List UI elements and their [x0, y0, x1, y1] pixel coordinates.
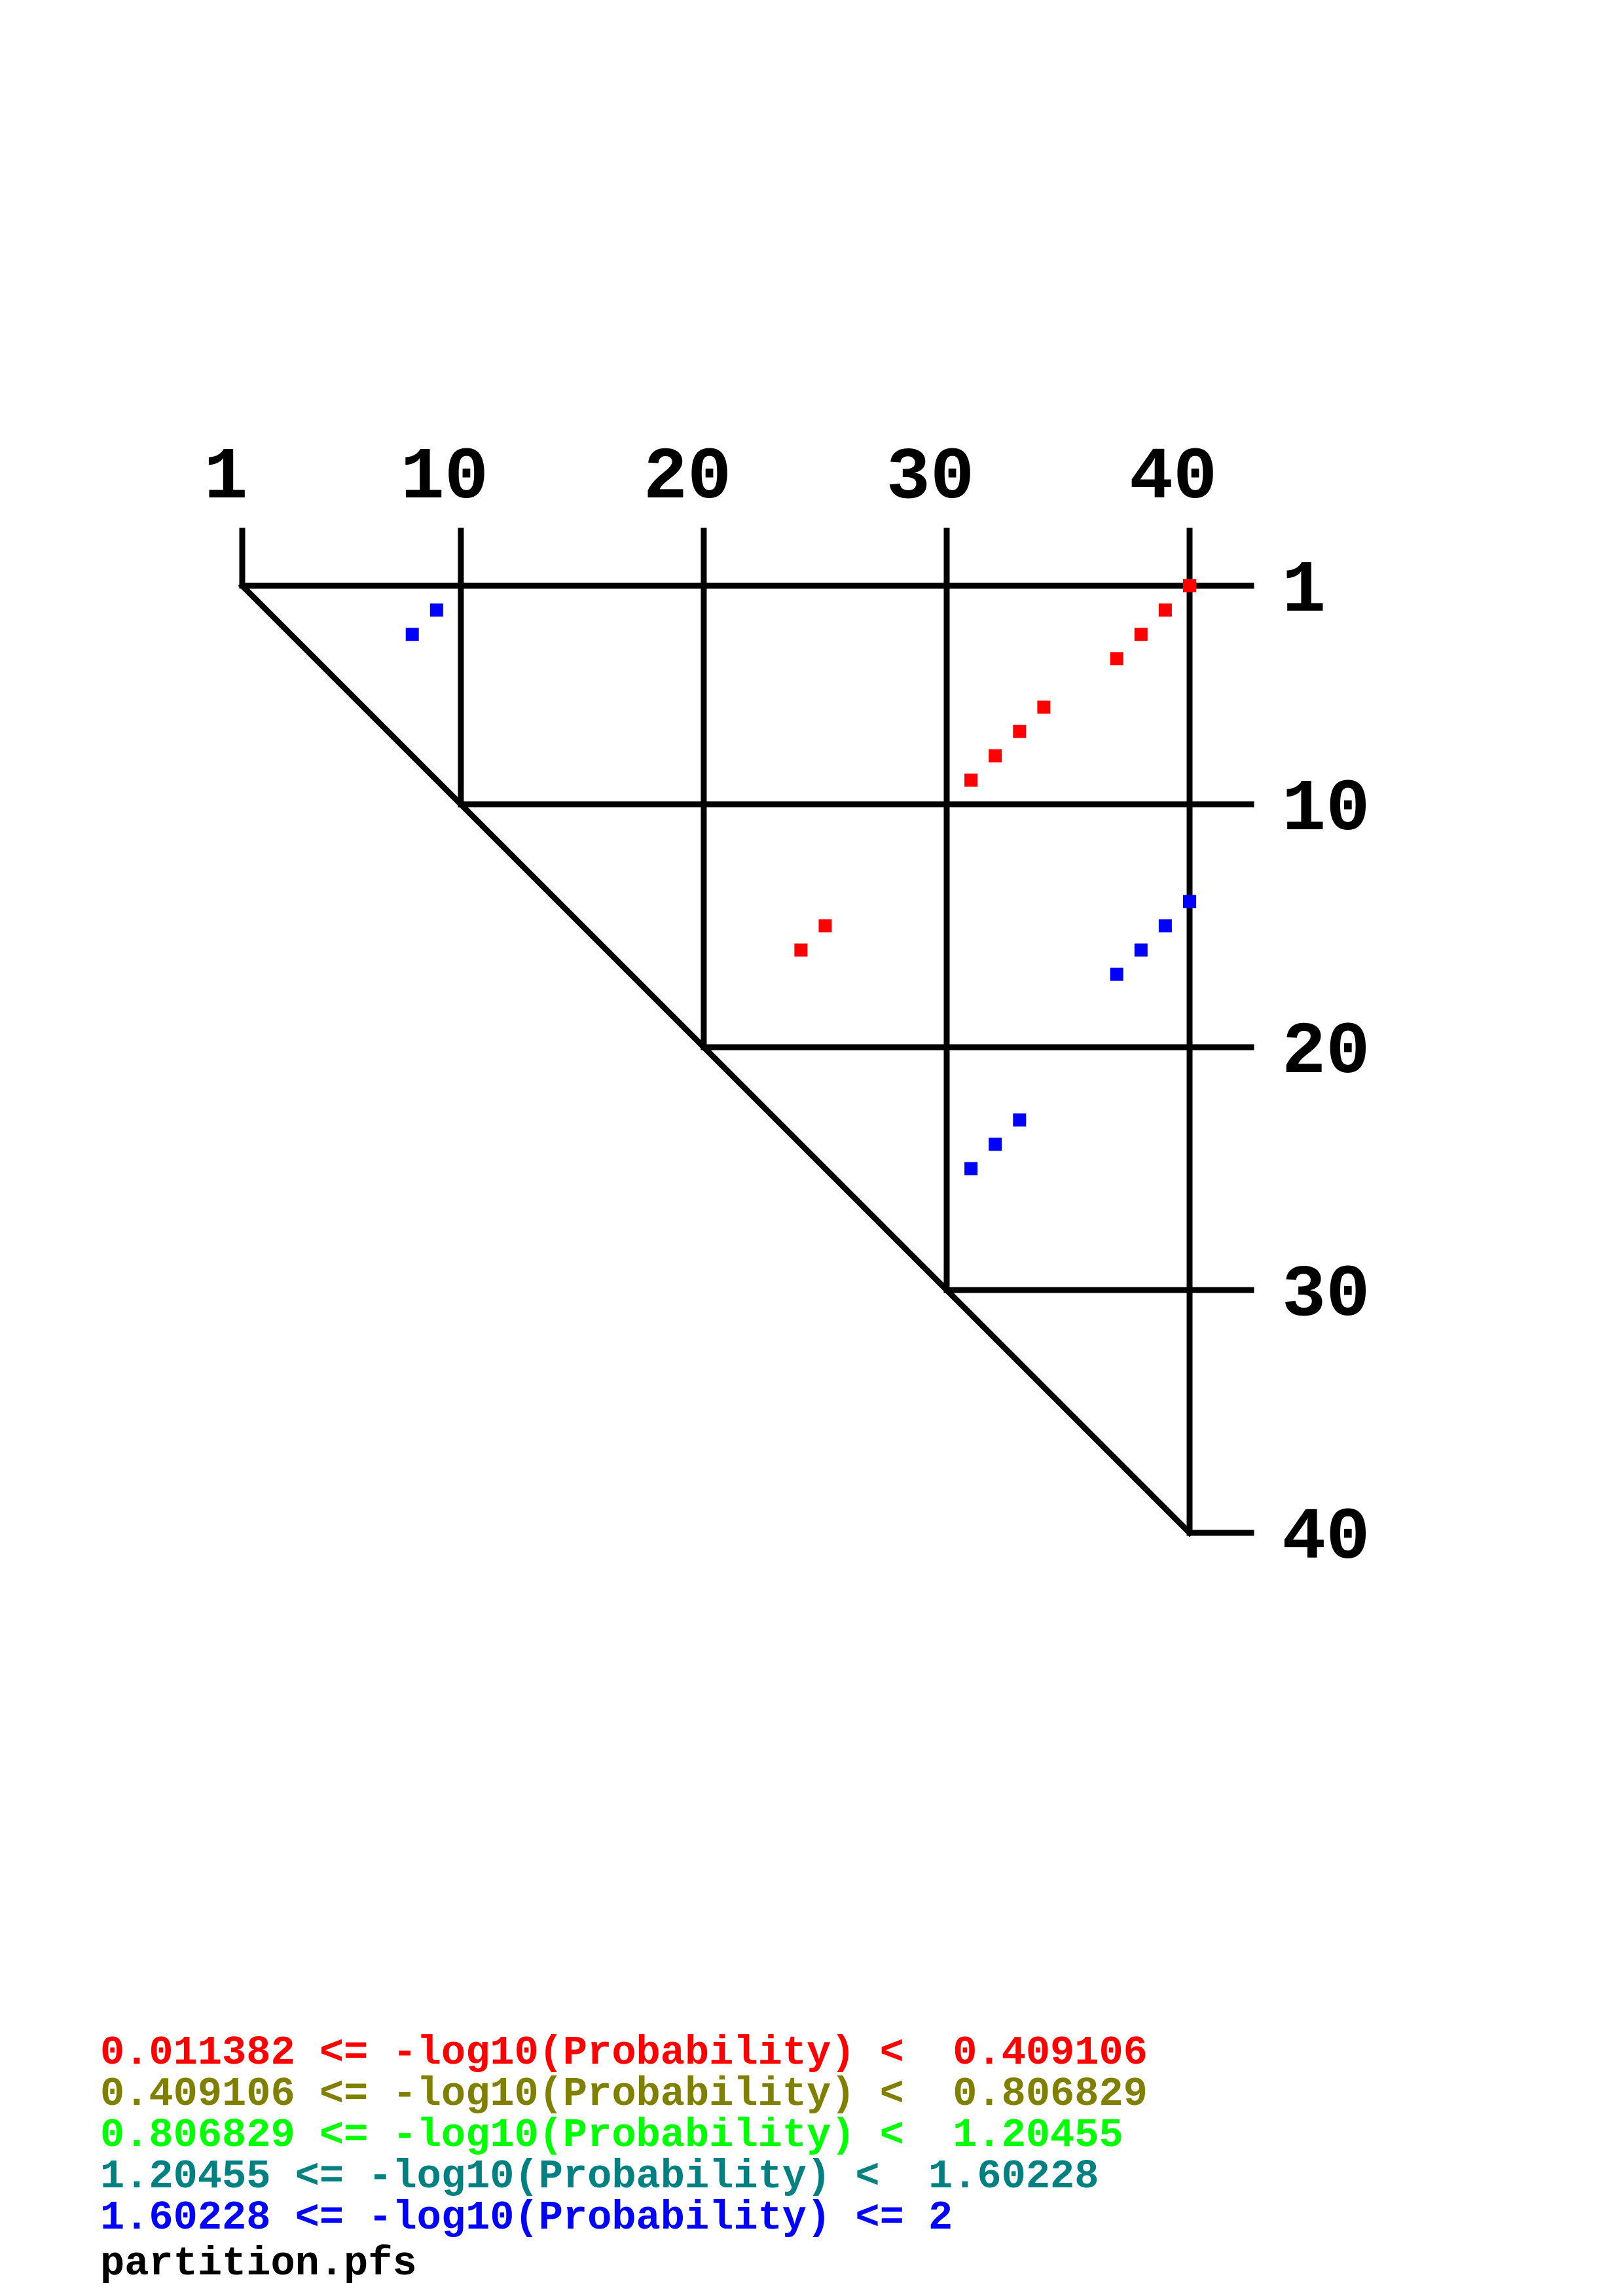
- dot-16-24: [794, 943, 808, 957]
- legend-entry-3: 1.20455 <= -log10(Probability) < 1.60228: [100, 2153, 1099, 2200]
- dot-3-8: [405, 628, 419, 641]
- dot-3-38: [1134, 628, 1148, 641]
- dot-16-38: [1134, 943, 1148, 957]
- dot-9-31: [964, 773, 978, 787]
- x-tick-label-10: 10: [401, 437, 488, 520]
- dot-4-37: [1110, 652, 1123, 666]
- diagonal-line: [238, 581, 1194, 1537]
- dot-23-33: [1013, 1113, 1027, 1127]
- legend: 0.011382 <= -log10(Probability) < 0.4091…: [100, 2030, 1148, 2287]
- y-tick-label-1: 1: [1282, 550, 1326, 633]
- legend-entry-0: 0.011382 <= -log10(Probability) < 0.4091…: [100, 2030, 1148, 2076]
- dot-2-39: [1158, 603, 1172, 617]
- dot-7-33: [1013, 725, 1027, 738]
- grid: [238, 528, 1254, 1537]
- dot-17-37: [1110, 967, 1123, 981]
- dot-6-34: [1037, 700, 1051, 714]
- filename-label: partition.pfs: [100, 2240, 417, 2287]
- dot-2-9: [429, 603, 443, 617]
- dot-8-32: [989, 749, 1002, 762]
- dot-25-31: [964, 1162, 978, 1175]
- dots: [405, 579, 1196, 1175]
- legend-entry-1: 0.409106 <= -log10(Probability) < 0.8068…: [100, 2071, 1148, 2117]
- x-tick-label-40: 40: [1129, 437, 1217, 520]
- y-tick-label-20: 20: [1282, 1011, 1370, 1094]
- dot-15-39: [1158, 919, 1172, 933]
- dot-24-32: [989, 1138, 1002, 1151]
- y-tick-labels: 1 10 20 30 40: [1282, 550, 1370, 1580]
- x-tick-label-1: 1: [204, 437, 247, 520]
- legend-entry-2: 0.806829 <= -log10(Probability) < 1.2045…: [100, 2112, 1123, 2159]
- x-tick-labels: 1 10 20 30 40: [204, 437, 1217, 520]
- x-tick-label-20: 20: [644, 437, 731, 520]
- dot-1-40: [1183, 579, 1196, 592]
- y-tick-label-40: 40: [1282, 1497, 1370, 1580]
- dot-14-40: [1183, 895, 1196, 908]
- legend-entry-4: 1.60228 <= -log10(Probability) <= 2: [100, 2195, 953, 2241]
- x-tick-label-30: 30: [886, 437, 974, 520]
- y-tick-label-30: 30: [1282, 1254, 1370, 1337]
- dot-15-25: [818, 919, 832, 933]
- y-tick-label-10: 10: [1282, 768, 1370, 852]
